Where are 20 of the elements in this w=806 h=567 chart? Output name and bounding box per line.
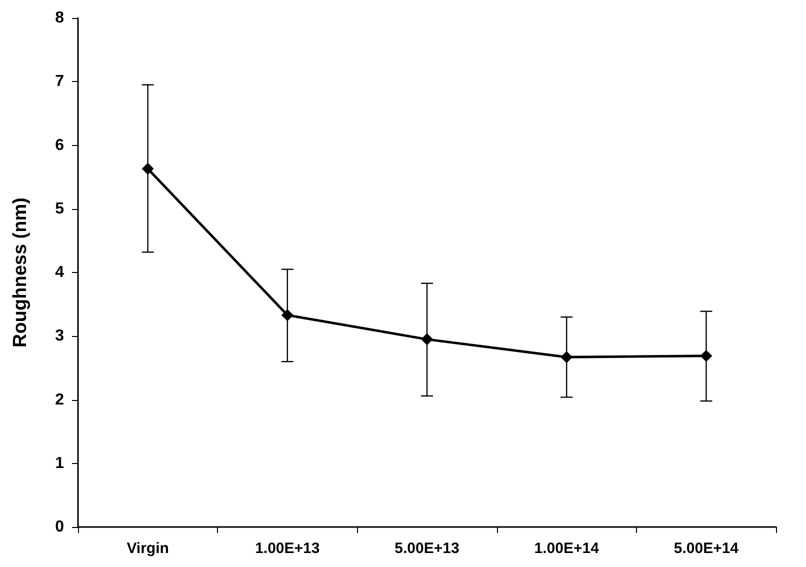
y-tick-label: 4	[55, 264, 64, 281]
y-tick-label: 5	[55, 200, 64, 218]
y-tick-label: 6	[55, 136, 64, 154]
y-tick-label: 1	[55, 454, 64, 472]
y-tick-label: 3	[55, 328, 64, 345]
point	[142, 162, 154, 175]
point	[281, 309, 294, 322]
point	[421, 333, 433, 346]
x-tick-label: 1.00E+13	[255, 540, 320, 557]
y-tick-label: 0	[55, 518, 64, 536]
x-tick-label: Virgin	[126, 540, 169, 557]
x-tick-label: 5.00E+13	[394, 540, 460, 557]
y-tick-label: 8	[55, 10, 64, 26]
y-tick-label: 2	[55, 391, 64, 408]
point	[560, 351, 573, 364]
x-tick-label: 5.00E+14	[674, 540, 740, 557]
x-tick-label: 1.00E+14	[534, 540, 600, 557]
point	[700, 350, 712, 362]
y-tick-label: 7	[55, 73, 64, 90]
y-axis-title: Roughness (nm)	[10, 198, 31, 348]
